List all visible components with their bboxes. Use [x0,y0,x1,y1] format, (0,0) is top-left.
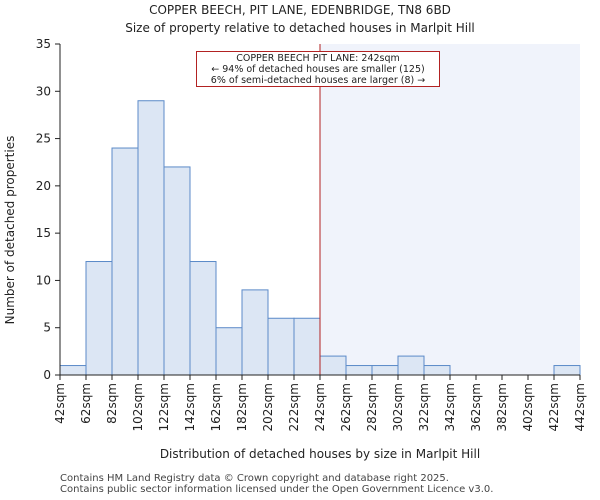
histogram-bar [111,147,139,376]
histogram-bar [85,261,113,376]
histogram-bar [423,365,451,376]
annotation-line3: 6% of semi-detached houses are larger (8… [210,75,426,86]
y-tick-label: 5 [43,321,51,335]
annotation-line2: ← 94% of detached houses are smaller (12… [211,64,425,75]
x-tick-label: 262sqm [339,383,353,431]
histogram-bar [215,327,243,376]
x-tick-label: 142sqm [183,383,197,431]
highlight-region [320,44,580,375]
x-tick-label: 42sqm [53,383,67,424]
histogram-bar [397,355,425,376]
x-tick-label: 362sqm [469,383,483,431]
footer-line1: Contains HM Land Registry data © Crown c… [60,473,449,484]
property-annotation-box: COPPER BEECH PIT LANE: 242sqm ← 94% of d… [196,51,440,87]
y-tick-label: 30 [36,84,51,98]
x-tick-label: 182sqm [235,383,249,431]
histogram-bar [241,289,269,376]
x-tick-label: 82sqm [105,383,119,424]
annotation-line1: COPPER BEECH PIT LANE: 242sqm [236,53,400,64]
x-tick-label: 342sqm [443,383,457,431]
chart-title-line2: Size of property relative to detached ho… [125,21,475,35]
histogram-bar [267,317,295,376]
y-axis-label: Number of detached properties [3,136,17,325]
x-tick-label: 302sqm [391,383,405,431]
x-tick-label: 202sqm [261,383,275,431]
histogram-bar [163,166,191,376]
histogram-bar [137,100,165,376]
y-tick-label: 20 [36,179,51,193]
histogram-bar [59,365,87,376]
chart-title-line1: COPPER BEECH, PIT LANE, EDENBRIDGE, TN8 … [149,3,451,17]
histogram-bar [293,317,321,376]
x-tick-label: 222sqm [287,383,301,431]
histogram-bar [319,355,347,376]
x-tick-label: 382sqm [495,383,509,431]
histogram-bar [371,365,399,376]
y-tick-label: 15 [36,226,51,240]
footer-line2: Contains public sector information licen… [60,484,494,495]
histogram-bar [553,365,581,376]
y-tick-label: 10 [36,273,51,287]
x-tick-label: 62sqm [79,383,93,424]
x-tick-label: 322sqm [417,383,431,431]
x-tick-label: 282sqm [365,383,379,431]
histogram-bar [189,261,217,376]
x-tick-label: 442sqm [573,383,587,431]
x-tick-label: 402sqm [521,383,535,431]
x-tick-label: 102sqm [131,383,145,431]
x-tick-label: 242sqm [313,383,327,431]
y-tick-label: 0 [43,368,51,382]
x-tick-label: 122sqm [157,383,171,431]
histogram-bar [345,365,373,376]
x-axis-label: Distribution of detached houses by size … [160,447,480,461]
x-tick-label: 422sqm [547,383,561,431]
y-tick-label: 35 [36,37,51,51]
x-tick-label: 162sqm [209,383,223,431]
y-tick-label: 25 [36,132,51,146]
